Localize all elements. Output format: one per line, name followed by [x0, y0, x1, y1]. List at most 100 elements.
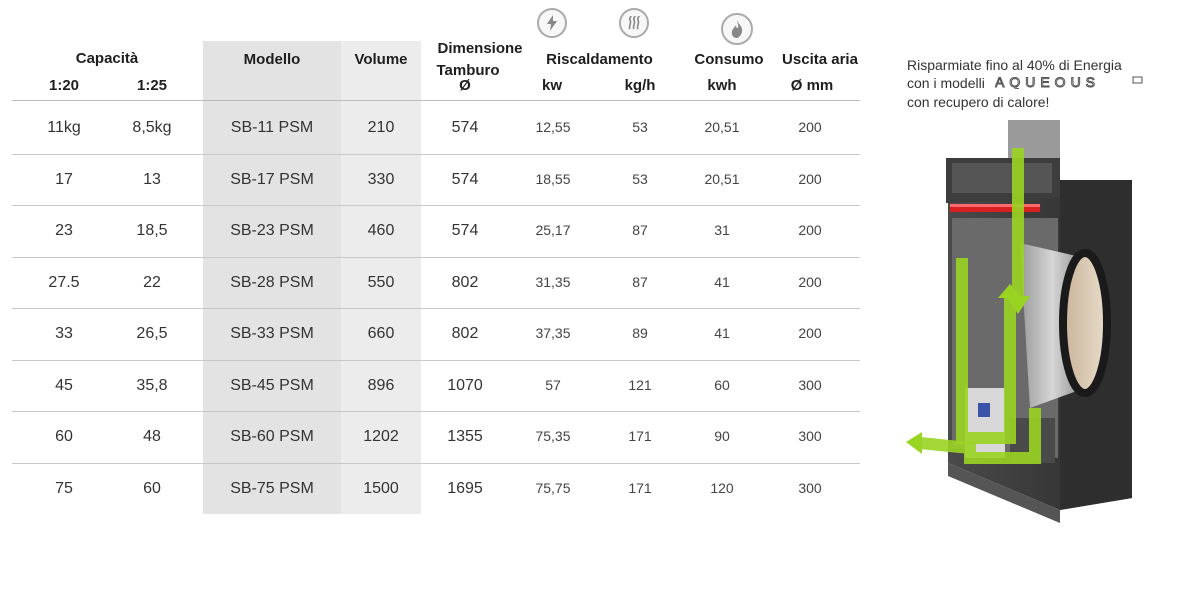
- header-consumo: Consumo: [694, 51, 764, 68]
- header-dimensione: Dimensione: [437, 40, 523, 57]
- cell-capacity-120: 45: [55, 376, 73, 394]
- cell-heating-kgh: 53: [632, 119, 648, 135]
- cell-capacity-120: 23: [55, 222, 73, 239]
- table-row: 27.5 22 SB-28 PSM 550 802 31,35 87 41 200: [12, 257, 860, 308]
- cell-heating-kgh: 87: [632, 222, 648, 238]
- cell-capacity-120: 17: [55, 170, 73, 188]
- cell-consumption: 41: [714, 325, 730, 341]
- cell-heating-kgh: 87: [632, 273, 648, 290]
- header-risc-kw: kw: [541, 77, 562, 94]
- cell-heating-kw: 25,17: [535, 222, 571, 238]
- cell-drum: 1355: [447, 428, 483, 445]
- dryer-spec-table: Capacità 1:20 1:25 Modello Volume Dimens…: [12, 0, 862, 520]
- header-modello: Modello: [243, 51, 301, 68]
- header-uscita: Uscita aria: [782, 51, 858, 68]
- header-riscaldamento: Riscaldamento: [546, 51, 653, 68]
- table-row: 45 35,8 SB-45 PSM 896 1070 57 121 60 300: [12, 360, 860, 411]
- cell-capacity-125: 60: [143, 479, 161, 497]
- promo-text: Risparmiate fino al 40% di Energia con i…: [907, 56, 1145, 111]
- header-uscita-unit: Ø mm: [790, 77, 834, 94]
- cell-model: SB-45 PSM: [230, 376, 314, 394]
- cell-model: SB-11 PSM: [230, 119, 314, 136]
- cell-heating-kw: 18,55: [535, 170, 571, 187]
- header-cap-125: 1:25: [136, 77, 168, 94]
- header-consumo-unit: kwh: [707, 77, 737, 94]
- cell-capacity-120: 33: [55, 325, 73, 342]
- cell-capacity-125: 18,5: [136, 222, 168, 239]
- cell-volume: 330: [367, 170, 395, 188]
- cell-volume: 460: [367, 222, 395, 239]
- row-divider: [12, 359, 860, 361]
- volume-column-shade: [341, 41, 421, 514]
- flame-icon: [721, 13, 753, 45]
- row-divider: [12, 462, 860, 464]
- cell-capacity-125: 13: [143, 170, 161, 188]
- cell-model: SB-17 PSM: [230, 170, 314, 188]
- promo-line-2: con i modelli AQUEOUS: [907, 74, 1145, 93]
- cell-capacity-125: 48: [143, 428, 161, 445]
- header-tamburo: Tamburo: [436, 62, 500, 79]
- cell-capacity-125: 26,5: [136, 325, 168, 342]
- table-row: 33 26,5 SB-33 PSM 660 802 37,35 89 41 200: [12, 308, 860, 359]
- cell-model: SB-33 PSM: [230, 325, 314, 342]
- cell-consumption: 20,51: [704, 170, 740, 187]
- cell-drum: 1695: [447, 479, 483, 497]
- cell-model: SB-60 PSM: [230, 428, 314, 445]
- cell-consumption: 90: [714, 428, 730, 444]
- cell-air-outlet: 200: [798, 119, 822, 135]
- cell-air-outlet: 200: [798, 325, 822, 341]
- cell-heating-kw: 75,35: [535, 428, 571, 444]
- cell-heating-kgh: 171: [628, 479, 652, 496]
- table-row: 23 18,5 SB-23 PSM 460 574 25,17 87 31 200: [12, 205, 860, 256]
- cell-consumption: 60: [714, 376, 730, 393]
- cell-drum: 802: [451, 325, 479, 342]
- cell-model: SB-28 PSM: [230, 273, 314, 291]
- table-row: 11kg 8,5kg SB-11 PSM 210 574 12,55 53 20,51 200: [12, 102, 860, 153]
- row-divider: [12, 205, 860, 206]
- cell-drum: 802: [451, 273, 479, 291]
- header-drum-unit: Ø: [459, 77, 471, 94]
- cell-heating-kw: 75,75: [535, 479, 571, 496]
- header-capacita: Capacità: [75, 50, 139, 67]
- cell-air-outlet: 300: [798, 428, 822, 444]
- table-row: 17 13 SB-17 PSM 330 574 18,55 53 20,51 200: [12, 154, 860, 205]
- cell-drum: 1070: [447, 376, 483, 394]
- cell-drum: 574: [451, 119, 479, 136]
- header-divider: [12, 100, 860, 101]
- cell-model: SB-23 PSM: [230, 222, 314, 239]
- promo-line-3: con recupero di calore!: [907, 94, 1050, 111]
- cell-capacity-120: 60: [55, 428, 73, 445]
- cell-volume: 550: [367, 273, 395, 291]
- cell-capacity-125: 22: [143, 273, 161, 291]
- cell-drum: 574: [451, 170, 479, 188]
- cell-model: SB-75 PSM: [230, 479, 314, 497]
- cell-drum: 574: [451, 222, 479, 239]
- lightning-icon: [537, 8, 567, 38]
- cell-capacity-125: 8,5kg: [132, 119, 172, 136]
- header-volume: Volume: [354, 51, 408, 68]
- cell-capacity-120: 27.5: [48, 273, 80, 291]
- cell-air-outlet: 300: [798, 376, 822, 393]
- row-divider: [12, 153, 860, 155]
- header-risc-kgh: kg/h: [624, 77, 656, 94]
- row-divider: [12, 411, 860, 412]
- cell-heating-kgh: 53: [632, 170, 648, 187]
- cell-air-outlet: 300: [798, 479, 822, 496]
- cell-heating-kw: 37,35: [535, 325, 571, 341]
- header-cap-120: 1:20: [48, 77, 80, 94]
- dryer-cutaway-illustration: [870, 118, 1170, 538]
- cell-heating-kw: 12,55: [535, 119, 571, 135]
- row-divider: [12, 256, 860, 258]
- cell-air-outlet: 200: [798, 170, 822, 187]
- table-row: 75 60 SB-75 PSM 1500 1695 75,75 171 120 300: [12, 463, 860, 514]
- row-divider: [12, 308, 860, 309]
- cell-heating-kw: 31,35: [535, 273, 571, 290]
- aqueous-logo: AQUEOUS: [994, 74, 1145, 93]
- cell-volume: 1202: [363, 428, 399, 445]
- cell-heating-kw: 57: [545, 376, 561, 393]
- cell-capacity-120: 11kg: [47, 119, 81, 136]
- promo-line-2-text: con i modelli: [907, 75, 985, 91]
- cell-capacity-120: 75: [55, 479, 73, 497]
- cell-volume: 896: [367, 376, 395, 394]
- cell-air-outlet: 200: [798, 222, 822, 238]
